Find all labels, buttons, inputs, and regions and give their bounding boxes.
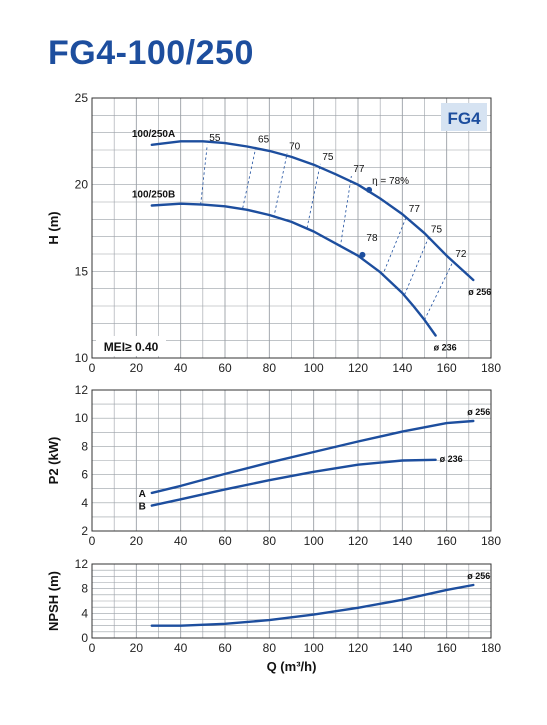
impeller-diameter-label: ø 236 (440, 454, 463, 464)
npsh-x-tick: 0 (89, 641, 96, 655)
npsh-x-tick: 140 (392, 641, 412, 655)
head-frame (91, 97, 492, 359)
npsh-y-tick: 4 (81, 606, 88, 620)
npsh-x-tick: 60 (218, 641, 232, 655)
power-y-tick: 2 (81, 524, 88, 538)
npsh-frame (91, 563, 492, 639)
power-x-tick: 180 (481, 534, 501, 548)
efficiency-line (339, 175, 352, 248)
series-label: 100/250A (132, 129, 175, 140)
impeller-diameter-label: ø 256 (467, 407, 490, 417)
npsh-x-tick: 160 (437, 641, 457, 655)
series-label: A (139, 489, 146, 500)
best-efficiency-label: 78 (366, 233, 378, 244)
npsh-y-tick: 12 (75, 557, 89, 571)
head-y-tick: 20 (75, 178, 89, 192)
head-x-tick: 180 (481, 361, 501, 375)
best-efficiency-point (366, 186, 373, 193)
head-x-tick: 0 (89, 361, 96, 375)
power-y-tick: 10 (75, 411, 89, 425)
efficiency-line (200, 144, 208, 205)
impeller-diameter-label: ø 256 (468, 287, 491, 297)
head-x-tick: 20 (130, 361, 144, 375)
impeller-diameter-label: ø 256 (467, 571, 490, 581)
npsh-y-tick: 0 (81, 631, 88, 645)
npsh-y-tick: 8 (81, 582, 88, 596)
npsh-x-tick: 120 (348, 641, 368, 655)
efficiency-label: 70 (289, 141, 301, 152)
efficiency-line (242, 146, 257, 209)
npsh-x-tick: 100 (304, 641, 324, 655)
efficiency-line (382, 215, 408, 276)
head-x-tick: 140 (392, 361, 412, 375)
head-x-tick: 60 (218, 361, 232, 375)
npsh-y-label: NPSH (m) (46, 571, 61, 631)
efficiency-label: 55 (209, 133, 221, 144)
power-y-tick: 4 (81, 496, 88, 510)
efficiency-label: 75 (322, 152, 334, 163)
head-x-tick: 40 (174, 361, 188, 375)
power-curve-a (150, 419, 475, 495)
series-badge: FG4 (447, 109, 481, 128)
best-efficiency-point (359, 251, 366, 258)
npsh-x-tick: 80 (263, 641, 277, 655)
efficiency-label: 75 (431, 225, 443, 236)
x-axis-label: Q (m³/h) (267, 659, 317, 674)
npsh-x-tick: 40 (174, 641, 188, 655)
efficiency-label: 77 (409, 204, 421, 215)
page-title: FG4-100/250 (48, 34, 254, 72)
power-y-tick: 8 (81, 439, 88, 453)
impeller-diameter-label: ø 236 (434, 342, 457, 352)
power-x-tick: 140 (392, 534, 412, 548)
power-x-tick: 20 (130, 534, 144, 548)
power-x-tick: 40 (174, 534, 188, 548)
power-y-tick: 12 (75, 383, 89, 397)
power-x-tick: 100 (304, 534, 324, 548)
best-efficiency-label: η = 78% (372, 176, 409, 187)
head-x-tick: 120 (348, 361, 368, 375)
npsh-curve (150, 583, 475, 627)
head-y-tick: 10 (75, 351, 89, 365)
head-y-tick: 15 (75, 264, 89, 278)
efficiency-label: 77 (353, 164, 365, 175)
power-y-tick: 6 (81, 468, 88, 482)
power-y-label: P2 (kW) (46, 437, 61, 485)
head-y-tick: 25 (75, 91, 89, 105)
head-x-tick: 160 (437, 361, 457, 375)
head-curve-a (150, 140, 475, 282)
power-curve-b (150, 458, 437, 507)
power-x-tick: 120 (348, 534, 368, 548)
head-y-label: H (m) (46, 211, 61, 244)
mei-label: MEI≥ 0.40 (104, 340, 159, 354)
npsh-x-tick: 180 (481, 641, 501, 655)
npsh-x-tick: 20 (130, 641, 144, 655)
head-x-tick: 80 (263, 361, 277, 375)
head-x-tick: 100 (304, 361, 324, 375)
power-x-tick: 80 (263, 534, 277, 548)
series-badge-bg (441, 103, 487, 131)
efficiency-line (306, 163, 321, 229)
efficiency-label: 72 (455, 249, 467, 260)
power-x-tick: 60 (218, 534, 232, 548)
power-frame (91, 389, 492, 532)
head-curve-b (150, 202, 437, 337)
efficiency-label: 65 (258, 135, 270, 146)
efficiency-line (424, 260, 454, 321)
series-label: 100/250B (132, 189, 175, 200)
mei-box (96, 336, 166, 356)
efficiency-line (273, 153, 288, 218)
power-x-tick: 0 (89, 534, 96, 548)
power-x-tick: 160 (437, 534, 457, 548)
series-label: B (139, 502, 146, 513)
efficiency-line (404, 236, 430, 295)
